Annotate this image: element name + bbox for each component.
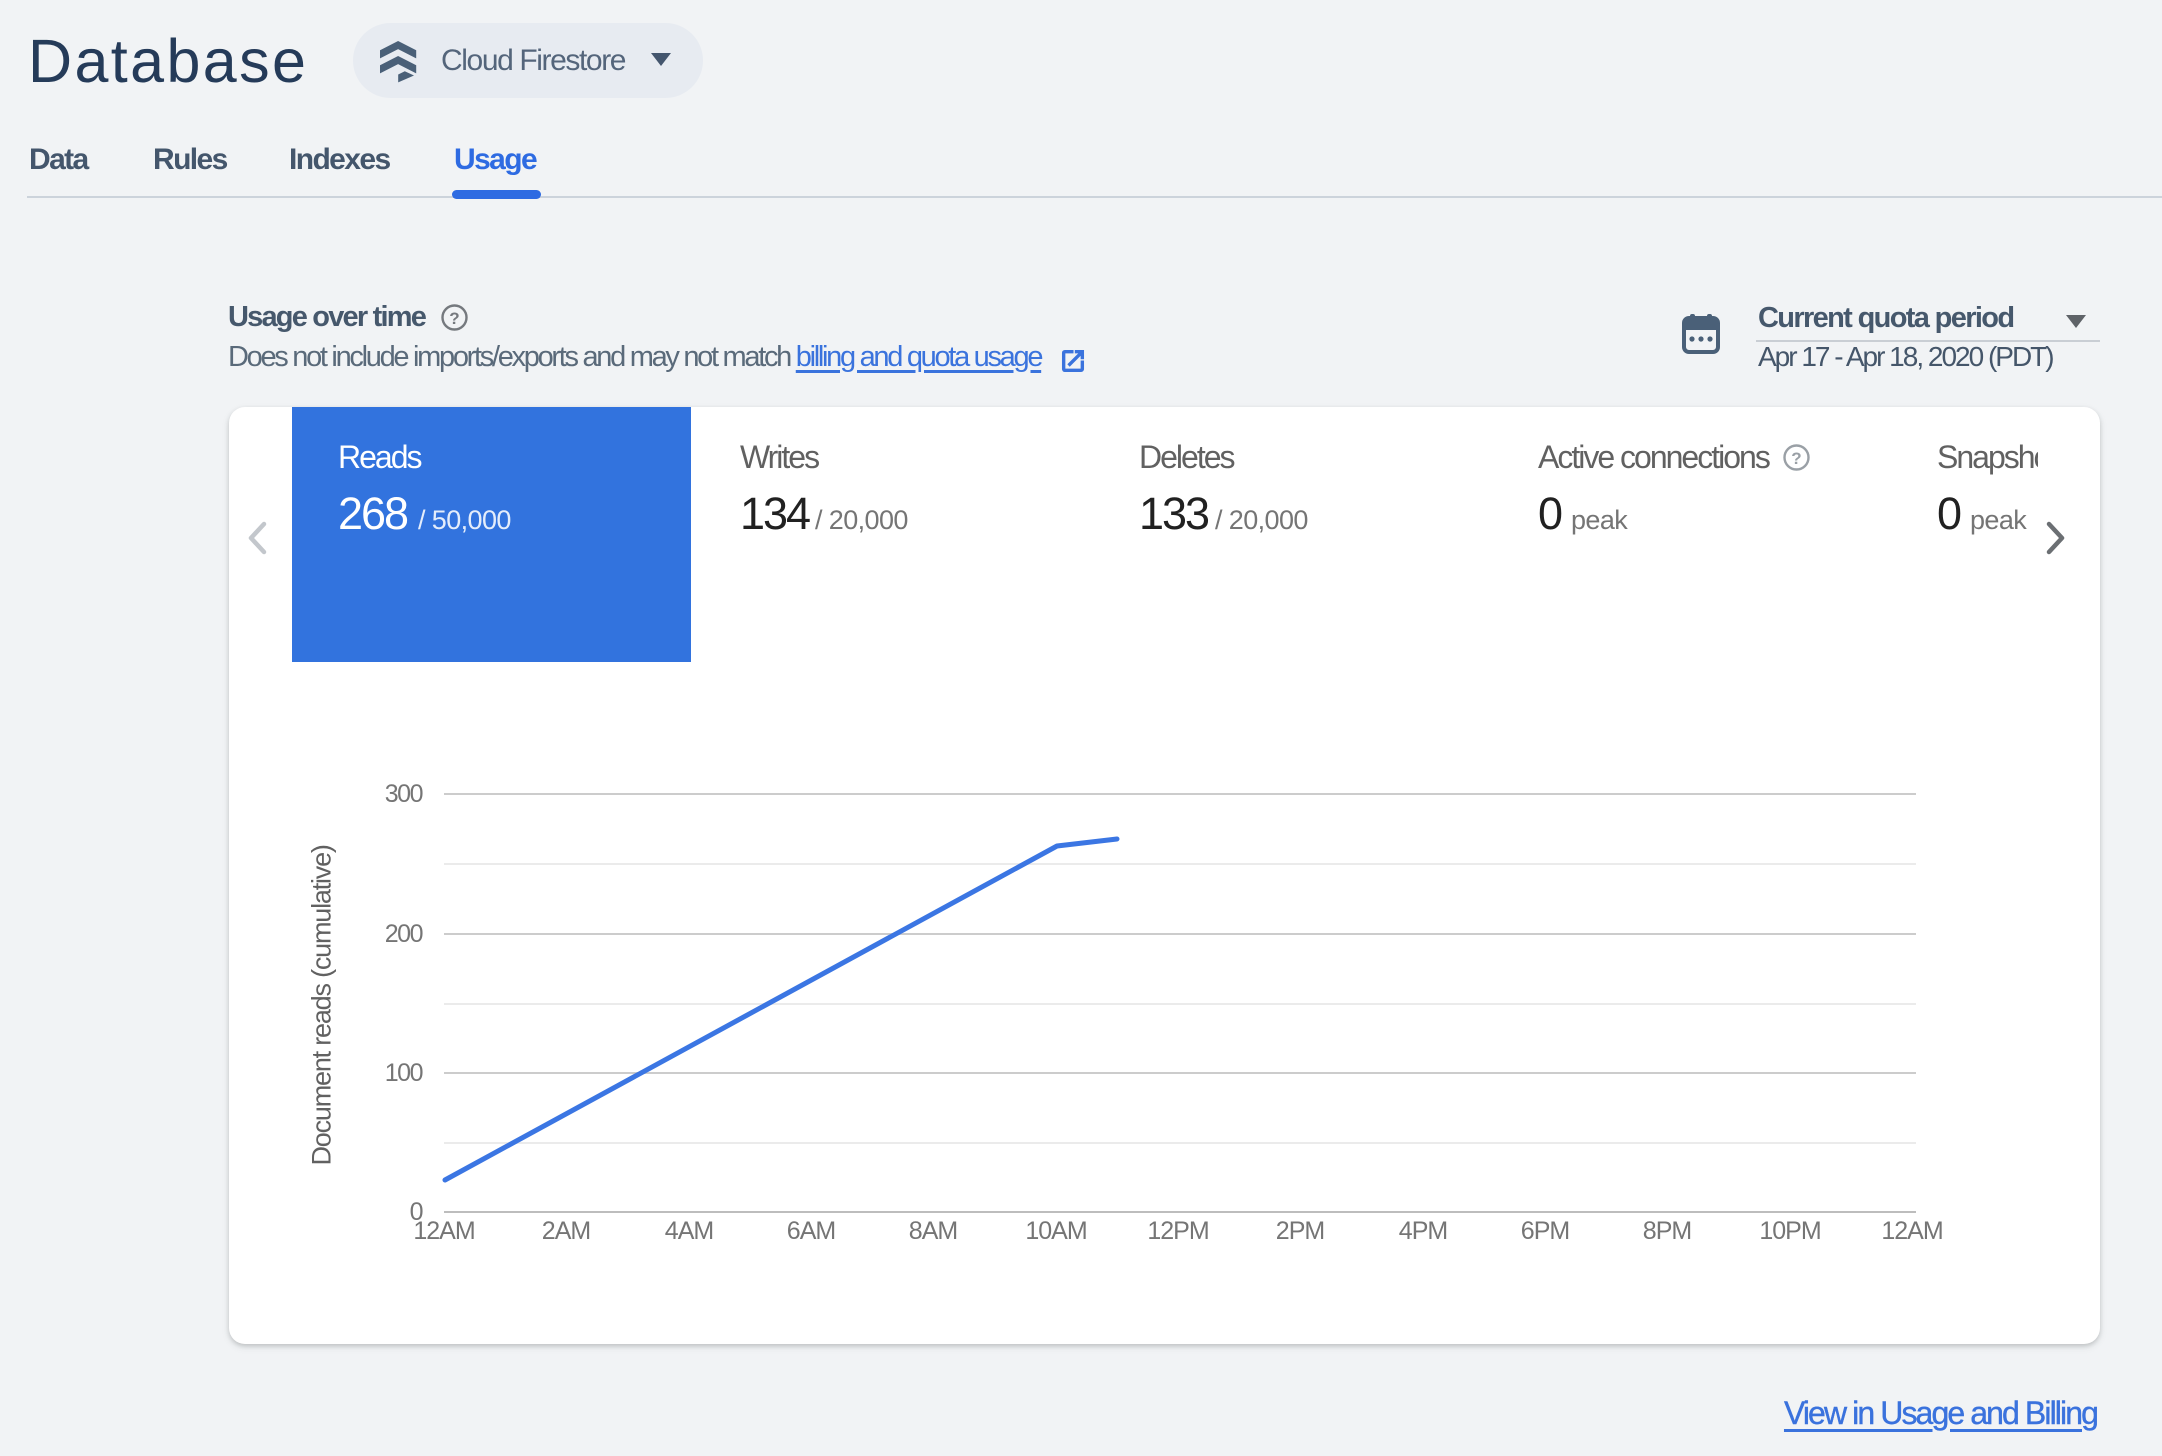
svg-text:?: ? (1791, 449, 1801, 468)
svg-text:?: ? (449, 309, 459, 328)
